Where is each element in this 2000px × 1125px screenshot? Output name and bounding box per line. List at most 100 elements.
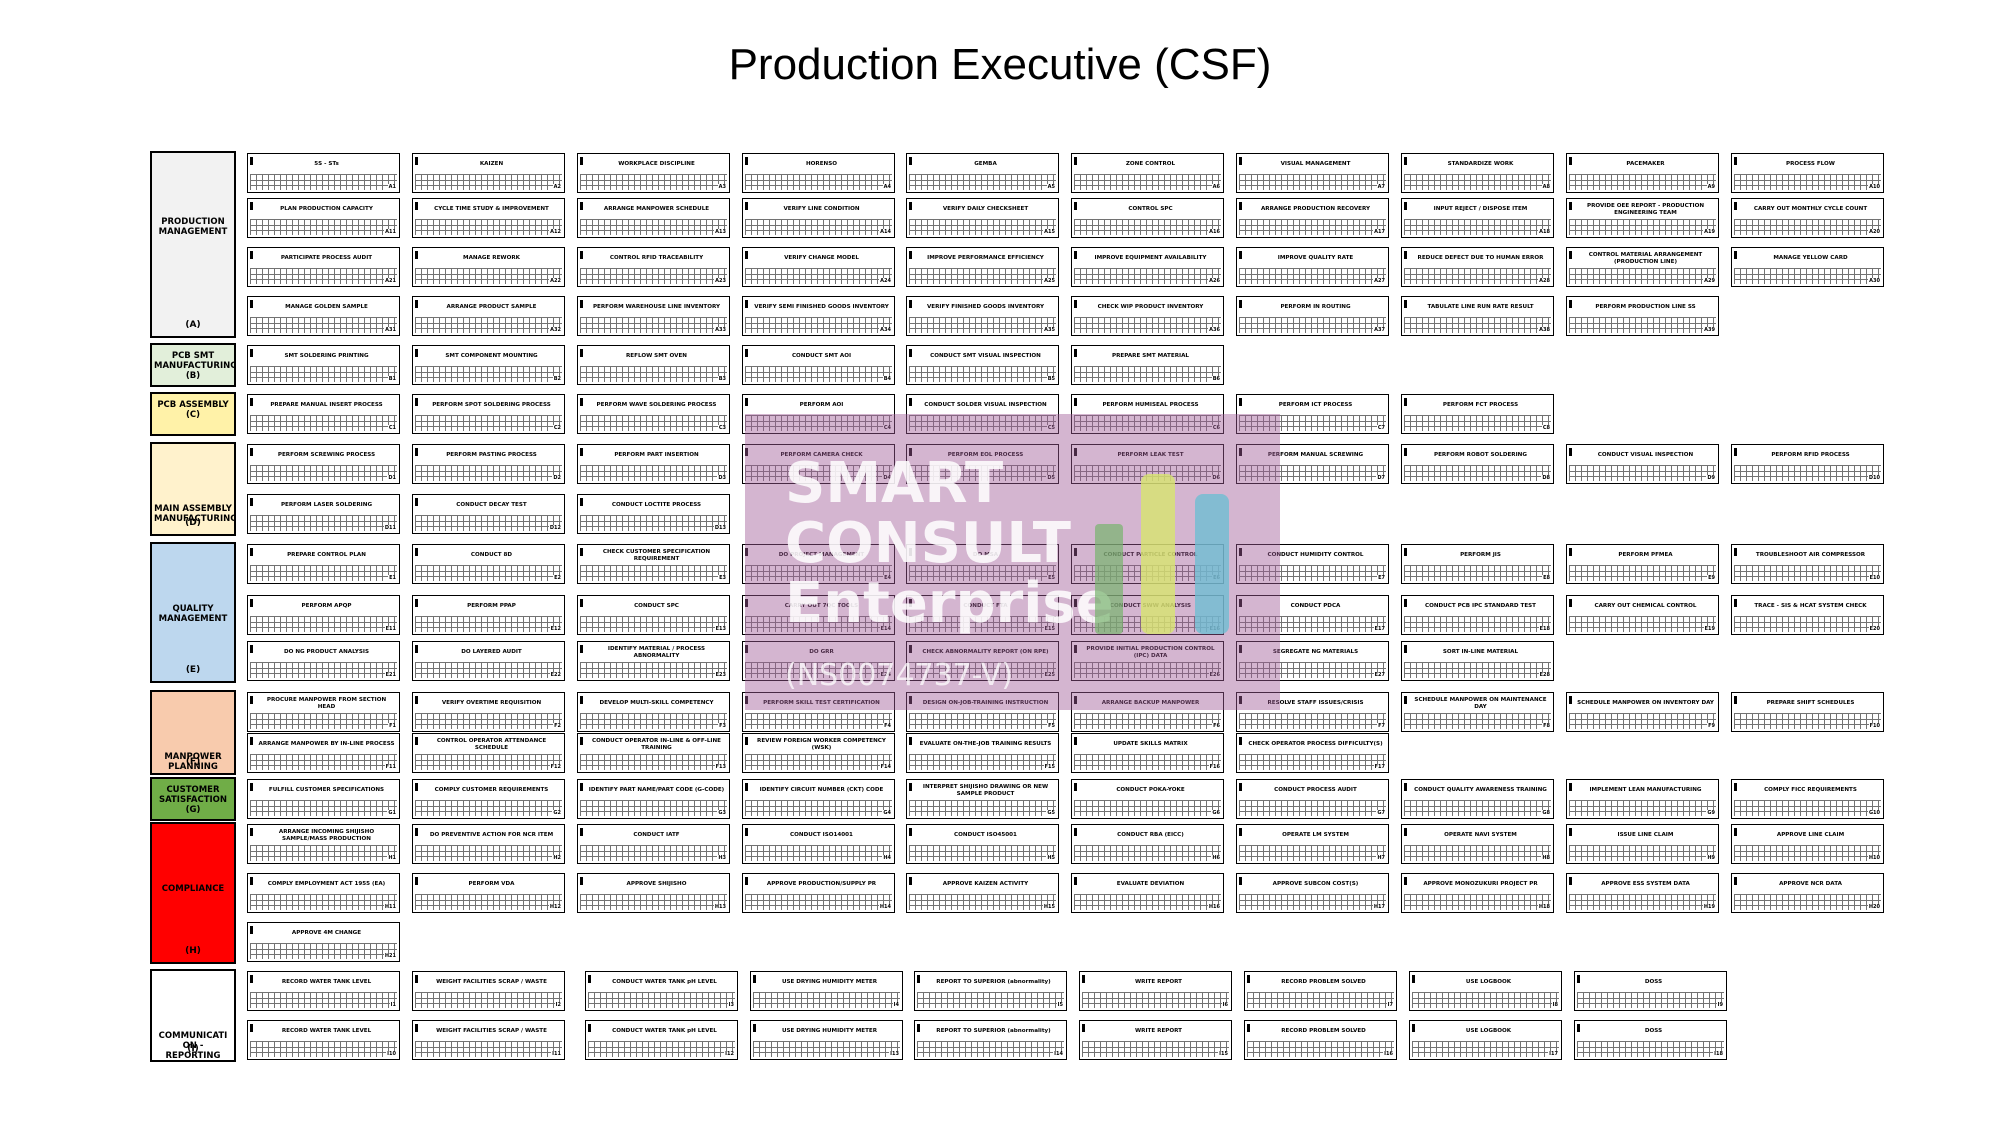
rating-grid [580,515,727,531]
rating-grid [909,366,1056,382]
rating-grid [1239,219,1386,235]
cell-marker [580,349,583,357]
rating-grid [415,616,562,632]
cell-marker [250,975,253,983]
rating-grid [1569,565,1716,581]
competency-cell: VERIFY CHANGE MODEL A24 [742,247,895,287]
cell-code: A39 [1703,327,1716,333]
rating-grid [580,465,727,481]
rating-grid [1074,713,1221,729]
cell-label: VERIFY SEMI FINISHED GOODS INVENTORY [754,304,889,311]
cell-marker [745,349,748,357]
cell-code: I13 [889,1051,900,1057]
competency-cell: UPDATE SKILLS MATRIX F16 [1071,733,1224,773]
cell-label: PLAN PRODUCTION CAPACITY [280,206,373,213]
cell-label: PERFORM CAMERA CHECK [780,452,863,459]
cell-code: I7 [1386,1002,1394,1008]
cell-code: I2 [554,1002,562,1008]
cell-code: F5 [1047,723,1056,729]
competency-cell: CONDUCT DECAY TEST D12 [412,494,565,534]
cell-code: H8 [1541,855,1551,861]
cell-marker [745,599,748,607]
cell-marker [250,548,253,556]
cell-label: RECORD PROBLEM SOLVED [1281,1028,1366,1035]
competency-cell: PERFORM CAMERA CHECK D4 [742,444,895,484]
rating-grid [745,366,892,382]
cell-label: CONDUCT HUMIDITY CONTROL [1267,552,1364,559]
cell-label: INPUT REJECT / DISPOSE ITEM [1433,206,1528,213]
rating-grid [1074,268,1221,284]
cell-label: PACEMAKER [1626,161,1665,168]
cell-label: PERFORM LEAK TEST [1117,452,1184,459]
competency-cell: ARRANGE MANPOWER SCHEDULE A13 [577,198,730,238]
cell-label: APPROVE 4M CHANGE [291,930,362,937]
cell-label: KAIZEN [479,161,504,168]
cell-label: COMPLY CUSTOMER REQUIREMENTS [434,787,549,794]
competency-cell: FULFILL CUSTOMER SPECIFICATIONS G1 [247,779,400,819]
cell-label: SEGREGATE NG MATERIALS [1272,649,1359,656]
cell-label: PERFORM FCT PROCESS [1442,402,1519,409]
cell-code: B6 [1211,376,1221,382]
cell-code: I16 [1383,1051,1394,1057]
rating-grid [1074,800,1221,816]
competency-cell: DO LAYERED AUDIT E22 [412,641,565,681]
competency-cell: RECORD PROBLEM SOLVED I16 [1244,1020,1397,1060]
cell-code: G4 [882,810,892,816]
rating-grid [250,845,397,861]
rating-grid [415,465,562,481]
competency-cell: DO MSA E5 [906,544,1059,584]
cell-label: WRITE REPORT [1135,979,1182,986]
cell-marker [745,157,748,165]
cell-marker [1082,1024,1085,1032]
rating-grid [1239,894,1386,910]
cell-code: E8 [1542,575,1551,581]
competency-cell: VISUAL MANAGEMENT A7 [1236,153,1389,193]
cell-code: D7 [1376,475,1386,481]
competency-cell: REFLOW SMT OVEN B3 [577,345,730,385]
cell-marker [415,828,418,836]
rating-grid [909,713,1056,729]
cell-label: PREPARE SHIFT SCHEDULES [1766,700,1855,707]
cell-label: IDENTIFY PART NAME/PART CODE (G-CODE) [588,787,725,794]
rating-grid [1074,219,1221,235]
competency-cell: CONDUCT SOLDER VISUAL INSPECTION C5 [906,394,1059,434]
cell-code: F1 [388,723,397,729]
cell-label: ISSUE LINE CLAIM [1617,832,1674,839]
cell-marker [1734,877,1737,885]
cell-code: A1 [387,184,397,190]
competency-cell: CONDUCT PDCA E17 [1236,595,1389,635]
cell-label: DO PROJECT MANAGEMENT [778,552,865,559]
cell-label: PERFORM EOL PROCESS [947,452,1024,459]
cell-label: PERFORM WAVE SOLDERING PROCESS [596,402,717,409]
cell-code: H16 [1207,904,1221,910]
rating-grid [250,894,397,910]
cell-marker [909,251,912,259]
competency-cell: APPROVE KAIZEN ACTIVITY H15 [906,873,1059,913]
cell-code: A13 [714,229,727,235]
page-title: Production Executive (CSF) [728,40,1272,89]
cell-label: CONDUCT WATER TANK pH LEVEL [612,979,717,986]
competency-cell: STANDARDIZE WORK A8 [1401,153,1554,193]
cell-marker [1404,448,1407,456]
cell-code: G10 [1867,810,1881,816]
cell-code: D2 [552,475,562,481]
rating-grid [909,415,1056,431]
rating-grid [415,174,562,190]
cell-marker [580,157,583,165]
cell-code: B3 [717,376,727,382]
rating-grid [415,992,562,1008]
rating-grid [580,894,727,910]
rating-grid [909,894,1056,910]
competency-cell: CONDUCT OPERATOR IN-LINE & OFF-LINE TRAI… [577,733,730,773]
cell-code: B1 [387,376,397,382]
cell-code: H14 [878,904,892,910]
cell-marker [415,1024,418,1032]
cell-code: A14 [879,229,892,235]
cell-code: I3 [727,1002,735,1008]
cell-label: CONDUCT PARTICLE CONTROL [1103,552,1198,559]
rating-grid [745,565,892,581]
competency-cell: CONDUCT WATER TANK pH LEVEL I3 [585,971,738,1011]
cell-marker [745,645,748,653]
cell-marker [1074,300,1077,308]
rating-grid [580,415,727,431]
